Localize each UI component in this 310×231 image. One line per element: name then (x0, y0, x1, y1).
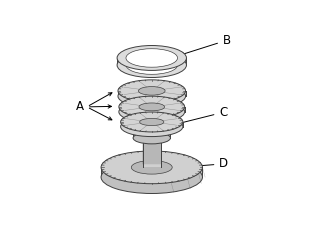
Polygon shape (143, 126, 161, 167)
Polygon shape (133, 126, 171, 138)
Polygon shape (117, 58, 186, 65)
Ellipse shape (140, 119, 164, 126)
Polygon shape (121, 122, 183, 127)
Ellipse shape (121, 112, 183, 132)
Ellipse shape (143, 123, 161, 129)
Ellipse shape (101, 151, 202, 184)
Ellipse shape (138, 122, 166, 131)
Ellipse shape (133, 132, 171, 144)
Ellipse shape (139, 87, 165, 95)
Text: D: D (183, 157, 228, 170)
Ellipse shape (117, 53, 186, 78)
Ellipse shape (117, 46, 186, 70)
Ellipse shape (126, 56, 178, 74)
Polygon shape (118, 91, 186, 96)
Ellipse shape (118, 80, 186, 102)
Ellipse shape (131, 161, 172, 174)
Text: B: B (180, 34, 231, 56)
Polygon shape (101, 167, 202, 177)
Ellipse shape (118, 85, 186, 107)
Ellipse shape (119, 101, 185, 122)
Ellipse shape (101, 161, 202, 194)
Ellipse shape (139, 103, 165, 111)
Ellipse shape (126, 49, 178, 67)
Text: A: A (76, 100, 84, 113)
Text: C: C (174, 106, 228, 125)
Ellipse shape (121, 117, 183, 137)
Ellipse shape (119, 96, 185, 118)
Ellipse shape (133, 121, 171, 132)
Polygon shape (119, 107, 185, 112)
